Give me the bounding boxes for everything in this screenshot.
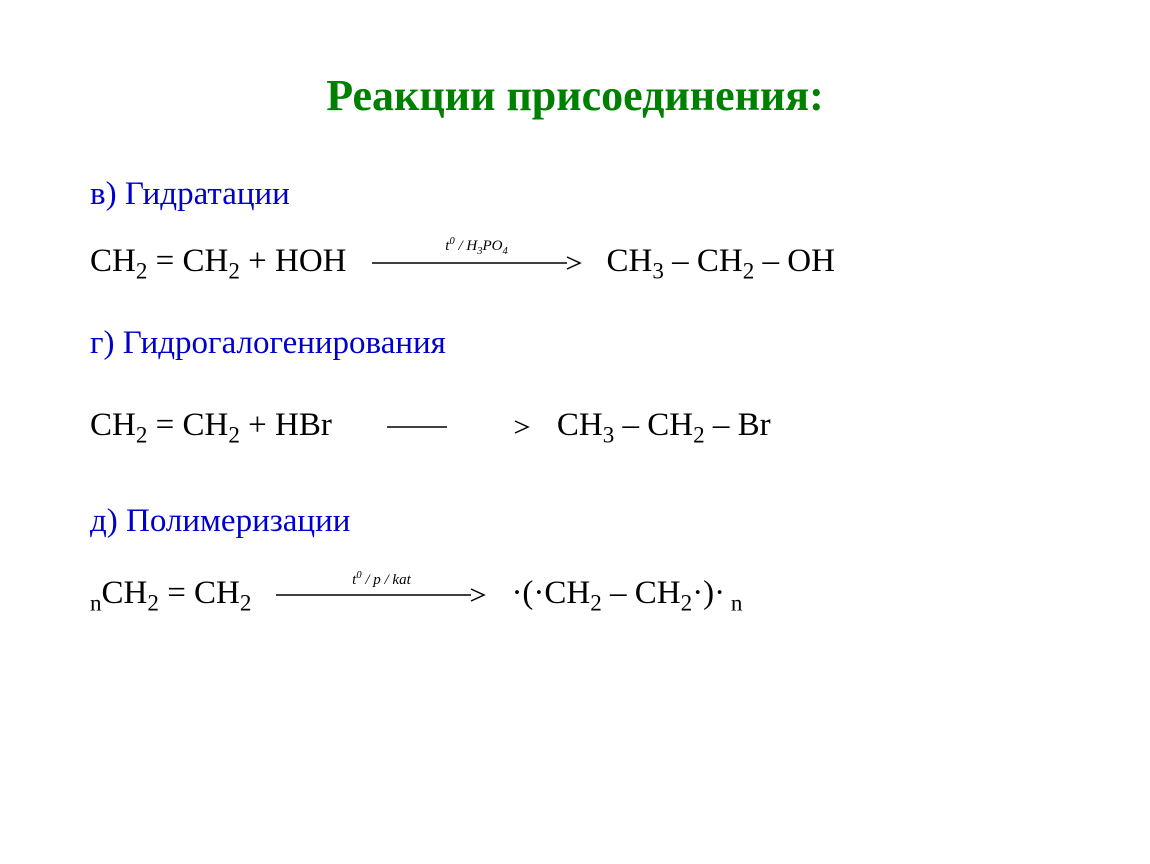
polymerization-arrow: t0 / p / kat [276,587,486,603]
polymerization-product: ·(·CH2 – CH2·)· n [511,575,742,617]
section-hydration-label: в) Гидратации [90,176,1060,213]
hydration-arrow: t0 / H3PO4 [372,255,582,271]
arrow-icon [276,587,486,603]
hydration-condition: t0 / H3PO4 [372,236,582,257]
hydrohalogenation-arrow [357,419,532,435]
section-hydrohalogenation-label: г) Гидрогалогенирования [90,325,1060,362]
hydration-label-text: в) Гидратации [90,176,290,212]
equation-hydration: CH2 = CH2 + HOH t0 / H3PO4 CH3 – CH2 – O… [90,243,1060,285]
hydration-product: CH3 – CH2 – OH [607,243,835,285]
hydrohalogenation-label-text: г) Гидрогалогенирования [90,325,446,361]
hydrohalogenation-product: CH3 – CH2 – Br [557,407,771,449]
hydration-reactant: CH2 = CH2 + HOH [90,243,347,285]
equation-hydrohalogenation: CH2 = CH2 + HBr CH3 – CH2 – Br [90,407,1060,449]
polymerization-reactant: nCH2 = CH2 [90,575,251,617]
hydrohalogenation-reactant: CH2 = CH2 + HBr [90,407,332,449]
polymerization-label-text: д) Полимеризации [90,503,350,539]
section-polymerization-label: д) Полимеризации [90,503,1060,540]
arrow-icon [357,419,532,435]
title-text: Реакции присоединения: [326,71,824,120]
equation-polymerization: nCH2 = CH2 t0 / p / kat ·(·CH2 – CH2·)· … [90,575,1060,617]
polymerization-condition: t0 / p / kat [276,570,486,589]
arrow-icon [372,255,582,271]
slide-title: Реакции присоединения: [90,70,1060,121]
